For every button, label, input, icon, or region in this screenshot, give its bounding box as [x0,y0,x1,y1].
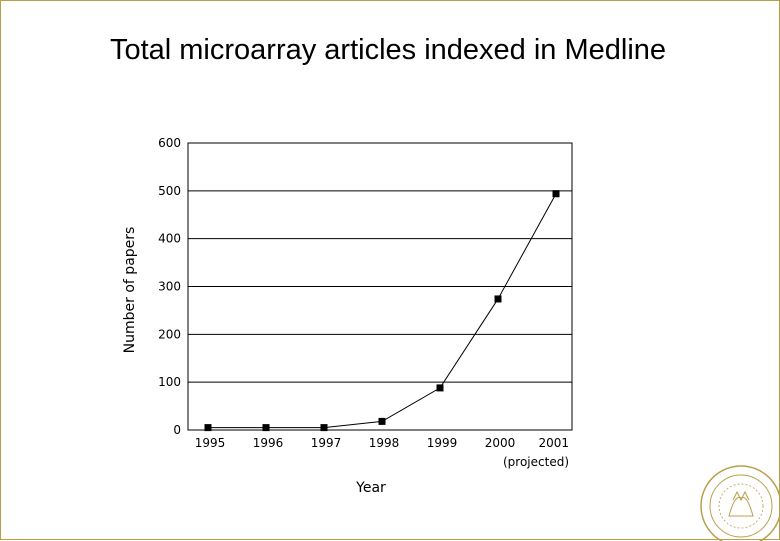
y-tick-label: 0 [173,423,181,437]
slide-title: Total microarray articles indexed in Med… [109,34,667,66]
series-line [208,193,557,429]
y-axis-label: Number of papers [122,227,138,354]
y-tick-label: 300 [158,280,181,294]
plot-frame [187,142,573,431]
data-point [320,424,328,432]
x-tick-label: 2001 [538,436,569,450]
x-tick-sublabel: (projected) [503,455,569,469]
y-tick-labels: 0 100 200 300 400 500 600 [158,136,181,437]
y-tick-label: 500 [158,184,181,198]
y-tick-label: 200 [158,327,181,341]
y-tick-label: 600 [158,136,181,150]
x-tick-label: 1996 [253,436,284,450]
data-point [262,424,270,432]
data-point [552,190,560,198]
data-point [436,384,444,392]
university-seal-icon [700,465,780,541]
data-point [378,417,386,425]
x-tick-label: 1999 [427,436,458,450]
grid-lines [188,190,572,383]
x-tick-label: 1998 [369,436,400,450]
data-point [204,424,212,432]
x-tick-label: 1995 [195,436,226,450]
x-tick-label: 2000 [485,436,516,450]
x-tick-labels: 1995 1996 1997 1998 1999 2000 2001 (projected) [195,436,569,469]
x-tick-label: 1997 [311,436,342,450]
y-tick-label: 400 [158,232,181,246]
data-point [494,295,502,303]
x-axis-label: Year [355,480,386,496]
data-points [204,190,560,432]
y-tick-label: 100 [158,375,181,389]
